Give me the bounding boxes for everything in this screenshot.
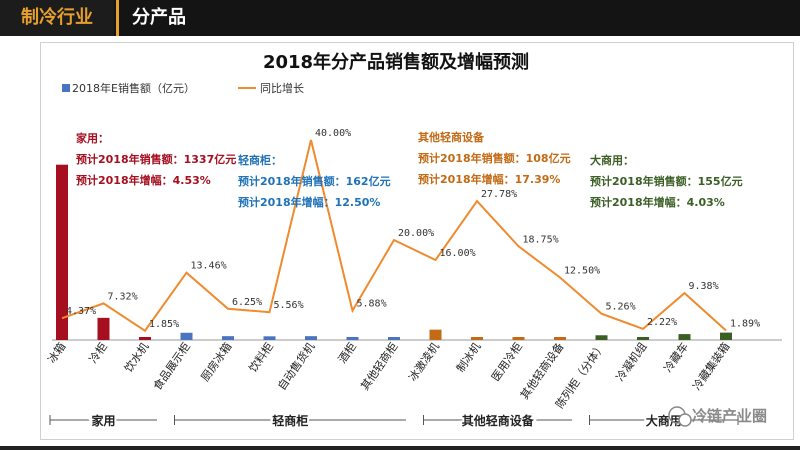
- group-label: 大商用: [646, 413, 682, 428]
- bar-制冰机: [471, 337, 483, 340]
- bar-饮料柜: [263, 336, 276, 340]
- category-label: 医用冷柜: [489, 340, 525, 383]
- legend-bar-label: 2018年E销售额（亿元）: [72, 81, 195, 95]
- growth-label: 9.38%: [689, 281, 719, 292]
- category-label: 其他轻商设备: [517, 340, 566, 402]
- bar-冰箱: [56, 164, 68, 340]
- bar-冷藏集装箱: [720, 332, 732, 340]
- bar-其他轻商柜: [388, 337, 400, 340]
- bar-冰激凌机: [429, 329, 442, 340]
- growth-label: 4.37%: [66, 306, 96, 317]
- bar-自动售货机: [305, 336, 317, 340]
- growth-label: 12.50%: [564, 266, 600, 277]
- category-label: 冰箱: [44, 340, 68, 366]
- category-label: 冷藏车: [661, 340, 691, 375]
- bar-陈列柜（分体）: [595, 335, 608, 340]
- bar-冷藏车: [678, 334, 691, 340]
- growth-label: 13.46%: [191, 261, 227, 272]
- bar-冷柜: [97, 317, 110, 340]
- annotation-text: 预计2018年销售额：155亿元: [590, 174, 743, 188]
- chart-panel: [40, 42, 794, 440]
- growth-label: 5.88%: [357, 299, 387, 310]
- watermark: 冷链产业圈: [668, 406, 767, 427]
- bar-冷凝机组: [637, 337, 649, 340]
- category-label: 冰激凌机: [405, 340, 442, 384]
- bar-其他轻商设备: [554, 337, 566, 340]
- category-label: 厨房冰箱: [198, 340, 235, 384]
- tab-separator: [116, 0, 119, 36]
- annotation-text: 预计2018年增幅：4.03%: [590, 195, 725, 209]
- category-label: 饮水机: [121, 340, 151, 375]
- category-label: 酒柜: [336, 340, 359, 365]
- growth-label: 1.89%: [730, 319, 760, 330]
- growth-label: 6.25%: [232, 297, 262, 308]
- group-label: 其他轻商设备: [462, 413, 535, 428]
- watermark-text: 冷链产业圈: [692, 407, 767, 425]
- annotation-text: 家用：: [76, 131, 109, 145]
- annotation-text: 大商用：: [590, 153, 634, 167]
- chart-title: 2018年分产品销售额及增幅预测: [263, 51, 529, 73]
- category-label: 冷凝机组: [613, 340, 650, 384]
- bar-饮水机: [139, 337, 151, 340]
- group-label: 轻商柜: [272, 413, 308, 428]
- tab-refrigeration-industry[interactable]: 制冷行业: [0, 0, 114, 36]
- growth-label: 18.75%: [523, 234, 559, 245]
- annotation-text: 轻商柜：: [238, 153, 282, 167]
- annotation-text: 预计2018年增幅：12.50%: [238, 195, 380, 209]
- growth-label: 7.32%: [108, 291, 138, 302]
- bar-医用冷柜: [512, 337, 525, 340]
- growth-label: 5.26%: [606, 302, 636, 313]
- bottom-rule: [0, 446, 800, 450]
- category-label: 冷藏集装箱: [689, 340, 732, 393]
- category-label: 制冰机: [453, 340, 483, 375]
- growth-line: [61, 139, 727, 333]
- legend-line-label: 同比增长: [260, 81, 304, 95]
- bar-厨房冰箱: [222, 336, 234, 340]
- growth-label: 1.85%: [149, 319, 179, 330]
- group-label: 家用: [91, 413, 115, 428]
- category-label: 饮料柜: [246, 340, 276, 375]
- annotation-text: 预计2018年销售额：108亿元: [418, 151, 571, 165]
- growth-label: 5.56%: [274, 300, 304, 311]
- annotation-text: 预计2018年增幅：4.53%: [76, 173, 211, 187]
- growth-label: 40.00%: [315, 128, 351, 139]
- category-label: 食品展示柜: [150, 340, 193, 393]
- bar-酒柜: [346, 337, 359, 340]
- annotation-text: 预计2018年销售额：1337亿元: [76, 152, 236, 166]
- growth-label: 27.78%: [481, 189, 517, 200]
- category-label: 冷柜: [87, 340, 110, 365]
- growth-label: 16.00%: [440, 248, 476, 259]
- tab-by-product[interactable]: 分产品: [132, 7, 186, 28]
- category-label: 自动售货机: [274, 340, 317, 393]
- annotation-text: 预计2018年销售额：162亿元: [238, 174, 391, 188]
- growth-label: 20.00%: [398, 228, 434, 239]
- annotation-text: 其他轻商设备: [418, 130, 485, 144]
- wechat-icon-inner: [678, 413, 692, 427]
- annotation-text: 预计2018年增幅：17.39%: [418, 172, 560, 186]
- legend-bar-swatch: [62, 84, 70, 92]
- bar-食品展示柜: [180, 332, 193, 340]
- growth-label: 2.22%: [647, 317, 677, 328]
- top-bar: [0, 0, 800, 36]
- category-label: 其他轻商柜: [357, 340, 400, 393]
